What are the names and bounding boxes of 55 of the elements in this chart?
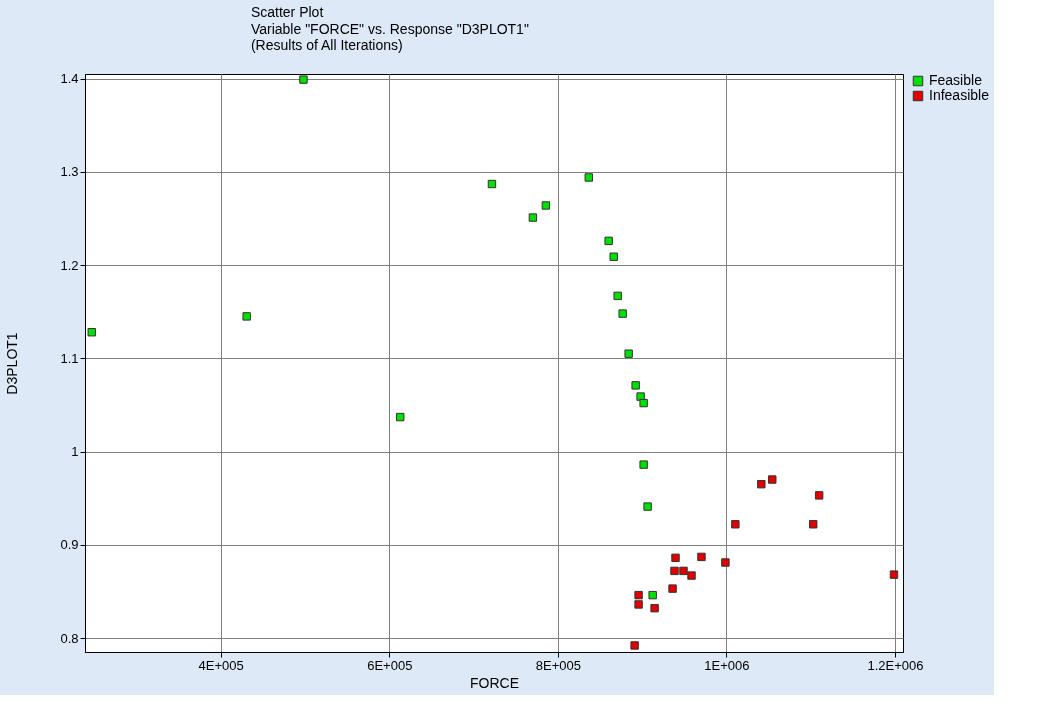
point xyxy=(768,475,777,484)
point xyxy=(634,600,643,609)
point xyxy=(242,312,251,321)
y-tick-label: 0.9 xyxy=(60,537,79,553)
point xyxy=(636,392,645,401)
point xyxy=(889,570,899,579)
point xyxy=(721,558,730,567)
y-axis-title: D3PLOT1 xyxy=(4,332,21,395)
point xyxy=(697,552,706,562)
point xyxy=(648,590,657,600)
chart-title: Scatter Plot xyxy=(250,3,324,20)
text: Variable "FORCE" vs. Response "D3PLOT1" xyxy=(250,20,529,37)
point xyxy=(679,566,688,576)
point xyxy=(87,328,96,337)
x-tick-label: 4E+005 xyxy=(198,657,244,673)
point xyxy=(687,571,696,580)
point xyxy=(639,460,648,469)
point xyxy=(613,291,622,301)
point xyxy=(643,502,652,511)
legend-label: Infeasible xyxy=(929,87,990,103)
x-tick-label: 6E+005 xyxy=(367,657,413,673)
point xyxy=(814,491,824,500)
point xyxy=(668,584,677,593)
y-tick-label: 1 xyxy=(71,444,79,460)
point xyxy=(584,173,593,182)
point xyxy=(757,479,766,489)
point xyxy=(650,603,659,613)
point xyxy=(631,381,640,390)
point xyxy=(528,213,538,222)
point xyxy=(487,179,497,189)
y-tick-label: 1.3 xyxy=(60,164,79,180)
point xyxy=(396,412,405,422)
text: (Results of All Iterations) xyxy=(250,36,403,53)
y-tick-label: 1.2 xyxy=(60,257,79,273)
point xyxy=(634,590,643,600)
point xyxy=(604,236,613,246)
point xyxy=(630,641,639,650)
point xyxy=(639,398,648,408)
x-tick-label: 1.2E+006 xyxy=(867,657,924,673)
point xyxy=(299,75,308,84)
x-tick-label: 8E+005 xyxy=(535,657,581,673)
point xyxy=(809,520,818,529)
x-axis-title: FORCE xyxy=(470,674,519,691)
y-tick-label: 0.8 xyxy=(60,630,79,646)
point xyxy=(624,349,633,358)
point xyxy=(731,520,740,529)
point xyxy=(618,309,627,318)
x-tick-label: 1E+006 xyxy=(704,657,750,673)
legend-label: Feasible xyxy=(929,72,983,88)
point xyxy=(609,252,618,261)
point xyxy=(671,553,680,563)
y-tick-label: 1.4 xyxy=(60,71,79,87)
y-tick-label: 1.1 xyxy=(60,350,79,366)
point xyxy=(670,566,679,576)
point xyxy=(541,201,551,210)
